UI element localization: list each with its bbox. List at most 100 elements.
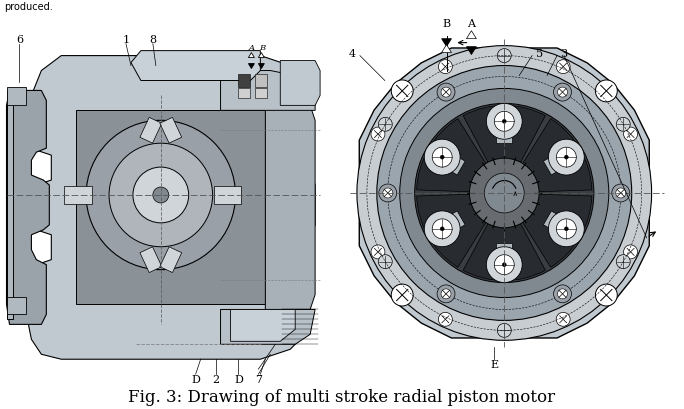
Text: 1: 1 — [122, 35, 129, 45]
Circle shape — [549, 211, 584, 247]
Text: 5: 5 — [536, 49, 542, 58]
Circle shape — [379, 184, 397, 202]
Circle shape — [557, 88, 568, 98]
Circle shape — [486, 247, 522, 283]
Circle shape — [564, 156, 568, 160]
Text: B: B — [443, 19, 451, 29]
Polygon shape — [259, 54, 264, 58]
Circle shape — [616, 118, 630, 132]
Polygon shape — [450, 158, 465, 175]
Polygon shape — [140, 247, 162, 273]
Circle shape — [616, 189, 626, 198]
Circle shape — [391, 284, 413, 306]
Circle shape — [616, 255, 630, 269]
Polygon shape — [543, 211, 558, 229]
Circle shape — [438, 61, 452, 74]
Circle shape — [564, 227, 568, 231]
Wedge shape — [463, 193, 545, 281]
Polygon shape — [442, 40, 451, 47]
Polygon shape — [248, 54, 254, 58]
Circle shape — [611, 184, 630, 202]
Polygon shape — [259, 64, 264, 70]
Polygon shape — [160, 247, 182, 273]
Text: 7: 7 — [255, 374, 262, 384]
Circle shape — [109, 144, 213, 247]
Wedge shape — [463, 106, 545, 193]
Circle shape — [553, 285, 571, 303]
FancyBboxPatch shape — [239, 74, 250, 88]
Polygon shape — [359, 49, 649, 338]
Circle shape — [378, 118, 392, 132]
Circle shape — [399, 89, 609, 298]
Polygon shape — [7, 91, 14, 319]
Circle shape — [556, 61, 570, 74]
Polygon shape — [7, 297, 27, 315]
Circle shape — [556, 148, 577, 168]
Text: B: B — [259, 43, 265, 52]
Circle shape — [624, 128, 637, 142]
Circle shape — [595, 81, 617, 103]
Circle shape — [371, 128, 385, 142]
Circle shape — [438, 312, 452, 326]
Polygon shape — [27, 56, 315, 360]
Circle shape — [86, 121, 235, 270]
Circle shape — [377, 66, 632, 321]
Wedge shape — [417, 193, 504, 267]
Circle shape — [383, 189, 393, 198]
FancyBboxPatch shape — [255, 89, 267, 99]
Polygon shape — [131, 52, 261, 81]
Circle shape — [557, 289, 568, 299]
Text: A: A — [248, 43, 254, 52]
Text: 2: 2 — [212, 374, 219, 384]
Polygon shape — [466, 47, 476, 56]
Polygon shape — [231, 310, 295, 342]
Circle shape — [502, 120, 506, 124]
Circle shape — [556, 312, 570, 326]
Circle shape — [495, 112, 514, 132]
Wedge shape — [504, 193, 592, 267]
Circle shape — [357, 47, 652, 340]
Circle shape — [424, 211, 460, 247]
Circle shape — [502, 263, 506, 267]
Circle shape — [553, 84, 571, 102]
Circle shape — [378, 255, 392, 269]
Polygon shape — [442, 45, 451, 54]
Circle shape — [549, 140, 584, 175]
Polygon shape — [280, 61, 320, 106]
Polygon shape — [7, 91, 49, 325]
Polygon shape — [543, 158, 558, 175]
Circle shape — [556, 219, 577, 239]
Circle shape — [437, 84, 455, 102]
Text: D: D — [192, 374, 200, 384]
Circle shape — [484, 174, 524, 213]
Text: Fig. 3: Drawing of multi stroke radial piston motor: Fig. 3: Drawing of multi stroke radial p… — [129, 388, 555, 405]
Circle shape — [497, 49, 511, 63]
Text: 4: 4 — [348, 49, 356, 58]
Circle shape — [441, 289, 451, 299]
Text: 6: 6 — [16, 35, 23, 45]
Text: D: D — [234, 374, 243, 384]
Circle shape — [440, 156, 444, 160]
Polygon shape — [497, 243, 512, 251]
Text: E: E — [490, 360, 499, 369]
Polygon shape — [160, 118, 182, 144]
Wedge shape — [504, 119, 592, 193]
Polygon shape — [248, 64, 254, 70]
Circle shape — [424, 140, 460, 175]
Polygon shape — [450, 211, 465, 229]
Polygon shape — [466, 31, 476, 40]
Circle shape — [624, 245, 637, 259]
Polygon shape — [76, 111, 265, 305]
Polygon shape — [220, 71, 315, 111]
Polygon shape — [265, 106, 315, 310]
FancyBboxPatch shape — [255, 74, 267, 88]
Circle shape — [153, 188, 169, 203]
Polygon shape — [213, 187, 241, 204]
Polygon shape — [7, 88, 27, 106]
Circle shape — [441, 88, 451, 98]
Text: 8: 8 — [149, 35, 157, 45]
Circle shape — [440, 227, 444, 231]
Circle shape — [415, 104, 594, 283]
Polygon shape — [140, 118, 162, 144]
Polygon shape — [64, 187, 92, 204]
